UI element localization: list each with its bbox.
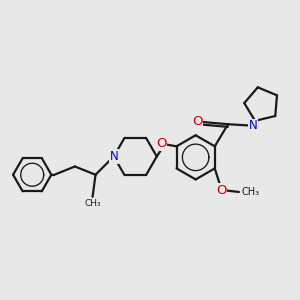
Text: O: O (156, 137, 166, 150)
Text: N: N (249, 119, 257, 132)
Text: O: O (216, 184, 226, 197)
Text: O: O (192, 116, 202, 128)
Text: N: N (110, 150, 118, 163)
Text: CH₃: CH₃ (84, 199, 101, 208)
Text: CH₃: CH₃ (241, 187, 260, 197)
